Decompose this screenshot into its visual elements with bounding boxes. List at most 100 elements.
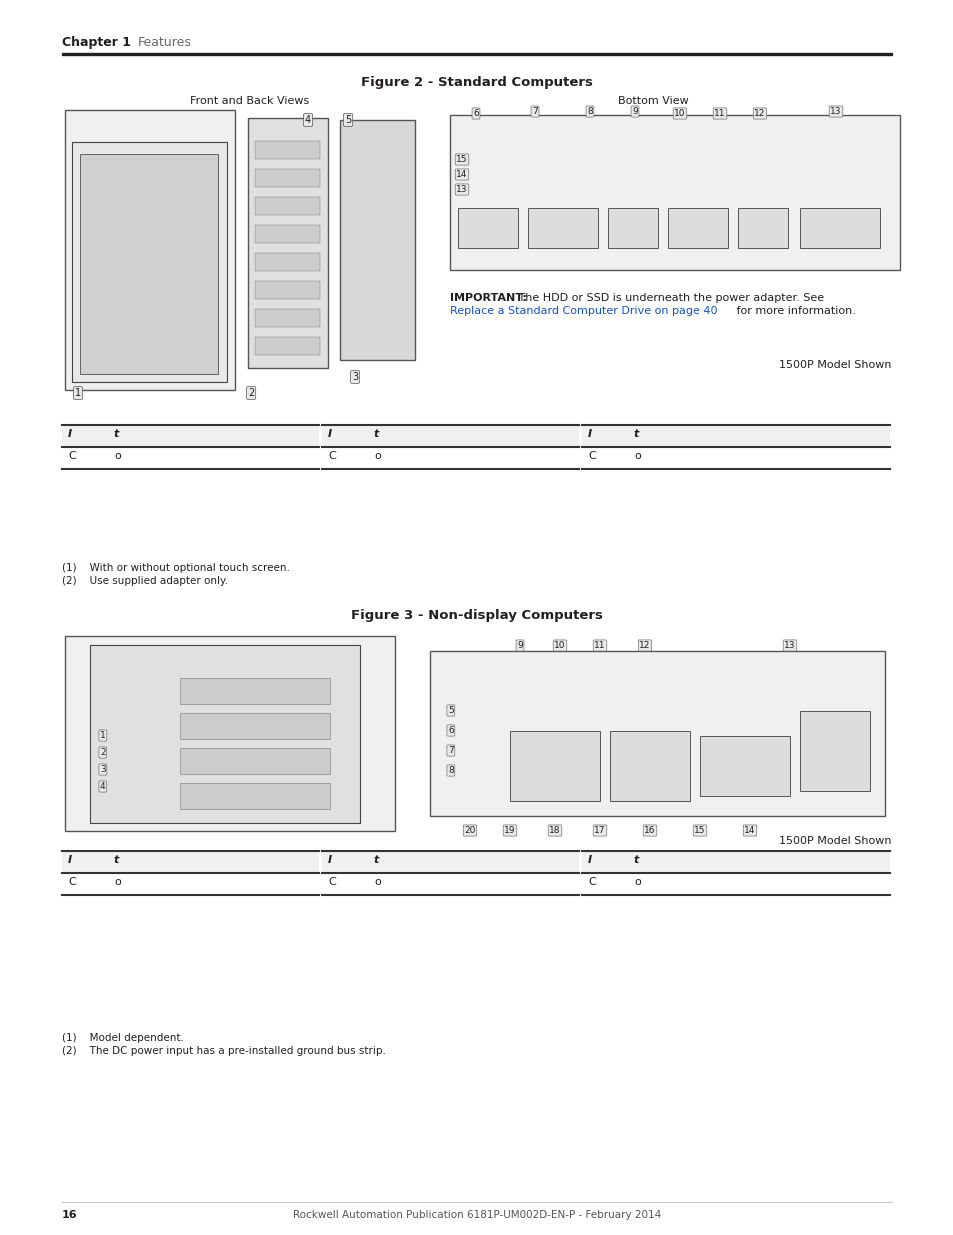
Text: o: o <box>113 451 121 461</box>
Text: 5: 5 <box>345 115 351 125</box>
Text: C: C <box>68 451 75 461</box>
Text: 3: 3 <box>352 372 357 382</box>
Text: Replace a Standard Computer Drive on page 40: Replace a Standard Computer Drive on pag… <box>450 306 717 316</box>
Bar <box>65 636 395 831</box>
Text: Rockwell Automation Publication 6181P-UM002D-EN-P - February 2014: Rockwell Automation Publication 6181P-UM… <box>293 1210 660 1220</box>
Bar <box>180 783 330 809</box>
Bar <box>430 651 884 816</box>
Bar <box>700 736 789 797</box>
Bar <box>254 198 319 215</box>
Text: 12: 12 <box>754 109 765 119</box>
Bar <box>62 425 318 447</box>
Bar <box>254 225 319 243</box>
Text: 8: 8 <box>586 107 592 116</box>
Text: 2: 2 <box>100 748 106 757</box>
Text: 1500P Model Shown: 1500P Model Shown <box>779 836 891 846</box>
Text: C: C <box>328 877 335 887</box>
Text: 16: 16 <box>643 826 655 835</box>
Text: (1)    Model dependent.: (1) Model dependent. <box>62 1032 184 1044</box>
Bar <box>457 207 517 248</box>
Text: 18: 18 <box>549 826 560 835</box>
Text: t: t <box>113 855 119 864</box>
Bar <box>322 873 578 895</box>
Bar <box>339 120 415 359</box>
Bar <box>581 873 889 895</box>
Text: 6: 6 <box>473 109 478 119</box>
Bar <box>738 207 787 248</box>
Text: 1: 1 <box>75 388 81 398</box>
Text: o: o <box>374 877 380 887</box>
Text: Front and Back Views: Front and Back Views <box>190 96 309 106</box>
Bar <box>450 115 899 270</box>
Text: 13: 13 <box>783 641 795 650</box>
Bar <box>800 711 869 790</box>
Bar <box>527 207 598 248</box>
Text: Figure 2 - Standard Computers: Figure 2 - Standard Computers <box>360 77 593 89</box>
Text: 19: 19 <box>504 826 516 835</box>
Text: 13: 13 <box>829 107 841 116</box>
Text: t: t <box>634 429 639 438</box>
Text: I: I <box>587 429 592 438</box>
Text: Bottom View: Bottom View <box>618 96 688 106</box>
Text: for more information.: for more information. <box>732 306 855 316</box>
Text: 20: 20 <box>464 826 476 835</box>
Text: 2: 2 <box>248 388 254 398</box>
Text: 9: 9 <box>632 107 638 116</box>
Bar <box>322 851 578 873</box>
Bar <box>62 851 318 873</box>
Text: 1500P Model Shown: 1500P Model Shown <box>779 359 891 370</box>
Text: 14: 14 <box>456 170 467 179</box>
Text: The HDD or SSD is underneath the power adapter. See: The HDD or SSD is underneath the power a… <box>515 293 823 303</box>
Bar <box>510 731 599 802</box>
Bar <box>180 748 330 774</box>
Bar <box>254 309 319 327</box>
Text: (2)    Use supplied adapter only.: (2) Use supplied adapter only. <box>62 576 228 585</box>
Text: 9: 9 <box>517 641 522 650</box>
Text: o: o <box>374 451 380 461</box>
Text: C: C <box>587 451 595 461</box>
Bar <box>254 253 319 270</box>
Text: 7: 7 <box>532 107 537 116</box>
Text: 10: 10 <box>674 109 685 119</box>
Text: 15: 15 <box>694 826 705 835</box>
Bar <box>62 53 891 56</box>
Text: I: I <box>328 429 332 438</box>
Text: 11: 11 <box>594 641 605 650</box>
Text: I: I <box>68 855 72 864</box>
Text: 12: 12 <box>639 641 650 650</box>
Text: 16: 16 <box>62 1210 77 1220</box>
Bar <box>607 207 658 248</box>
Bar <box>800 207 879 248</box>
Text: t: t <box>374 855 379 864</box>
Text: t: t <box>374 429 379 438</box>
Bar <box>322 425 578 447</box>
Bar <box>80 154 218 374</box>
Bar <box>581 851 889 873</box>
Bar <box>254 337 319 354</box>
Text: o: o <box>113 877 121 887</box>
Text: t: t <box>113 429 119 438</box>
Bar <box>322 447 578 469</box>
Bar <box>248 119 328 368</box>
Bar <box>667 207 727 248</box>
Bar <box>90 645 359 823</box>
Text: 6: 6 <box>448 726 454 735</box>
Bar <box>180 713 330 739</box>
Bar <box>609 731 689 802</box>
Bar <box>71 142 227 382</box>
Bar <box>65 110 234 390</box>
Bar <box>254 282 319 299</box>
Text: Figure 3 - Non-display Computers: Figure 3 - Non-display Computers <box>351 609 602 622</box>
Text: 1: 1 <box>100 731 106 740</box>
Text: C: C <box>68 877 75 887</box>
Text: 5: 5 <box>448 706 454 715</box>
Bar <box>180 678 330 704</box>
Text: 4: 4 <box>305 115 311 125</box>
Text: 7: 7 <box>448 746 454 755</box>
Bar <box>254 169 319 186</box>
Text: t: t <box>634 855 639 864</box>
Text: 3: 3 <box>100 764 106 774</box>
Text: o: o <box>634 877 640 887</box>
Text: Chapter 1: Chapter 1 <box>62 36 131 49</box>
Text: 13: 13 <box>456 185 467 194</box>
